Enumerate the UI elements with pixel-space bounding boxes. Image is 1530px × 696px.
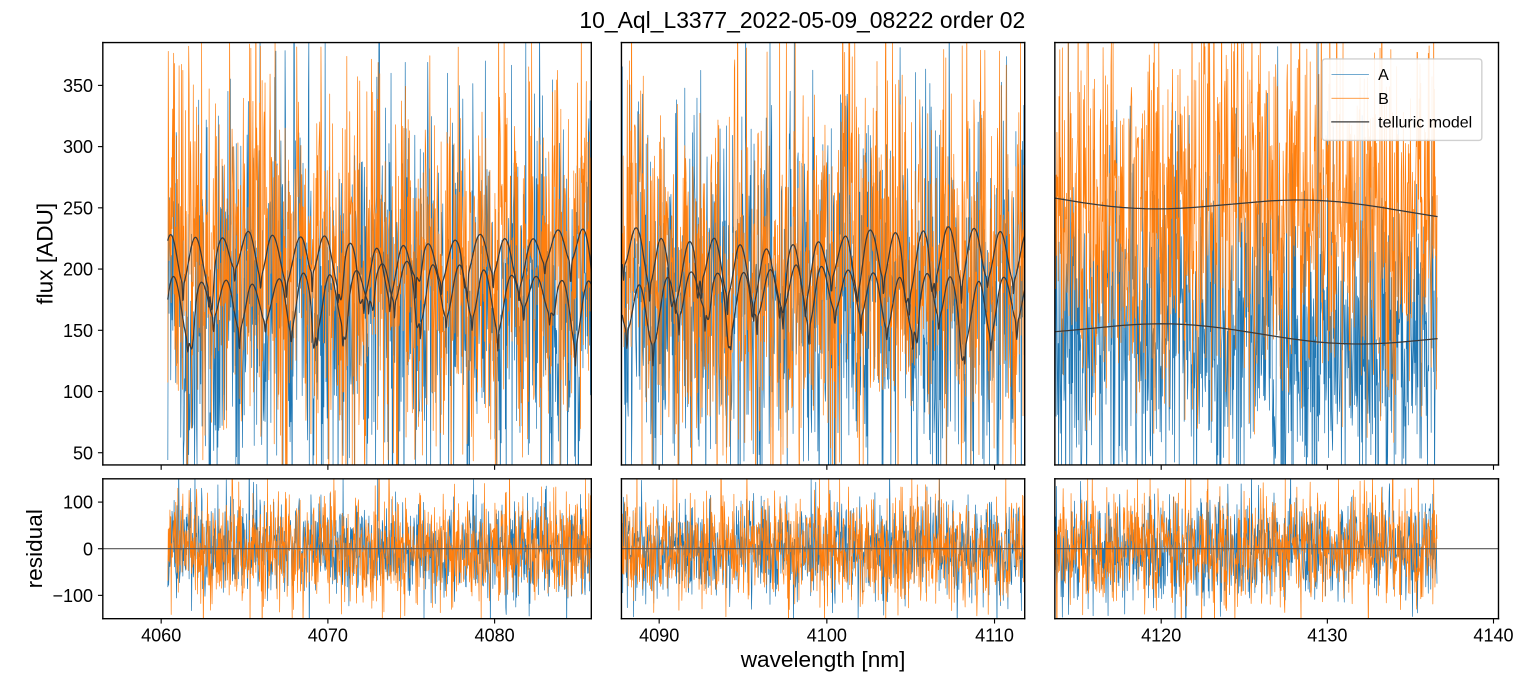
svg-text:250: 250 — [63, 198, 93, 218]
svg-text:4060: 4060 — [141, 625, 181, 645]
svg-text:300: 300 — [63, 137, 93, 157]
svg-text:wavelength [nm]: wavelength [nm] — [740, 647, 906, 672]
svg-text:residual: residual — [22, 509, 47, 588]
svg-text:4080: 4080 — [475, 625, 515, 645]
svg-text:100: 100 — [63, 382, 93, 402]
svg-text:4070: 4070 — [308, 625, 348, 645]
svg-text:4110: 4110 — [975, 625, 1014, 645]
svg-text:−100: −100 — [52, 586, 93, 606]
svg-text:B: B — [1378, 91, 1389, 108]
svg-text:4140: 4140 — [1473, 625, 1513, 645]
svg-text:telluric model: telluric model — [1378, 114, 1472, 131]
svg-text:200: 200 — [63, 260, 93, 280]
svg-text:100: 100 — [63, 493, 93, 513]
svg-text:350: 350 — [63, 76, 93, 96]
svg-text:10_Aql_L3377_2022-05-09_08222: 10_Aql_L3377_2022-05-09_08222 order 02 — [579, 7, 1025, 33]
svg-text:150: 150 — [63, 321, 93, 341]
svg-text:flux [ADU]: flux [ADU] — [33, 203, 58, 305]
svg-text:50: 50 — [73, 443, 93, 463]
svg-text:4090: 4090 — [639, 625, 679, 645]
svg-text:4130: 4130 — [1307, 625, 1347, 645]
svg-text:0: 0 — [83, 539, 93, 559]
svg-text:A: A — [1378, 67, 1389, 84]
svg-text:4120: 4120 — [1141, 625, 1181, 645]
svg-text:4100: 4100 — [807, 625, 847, 645]
